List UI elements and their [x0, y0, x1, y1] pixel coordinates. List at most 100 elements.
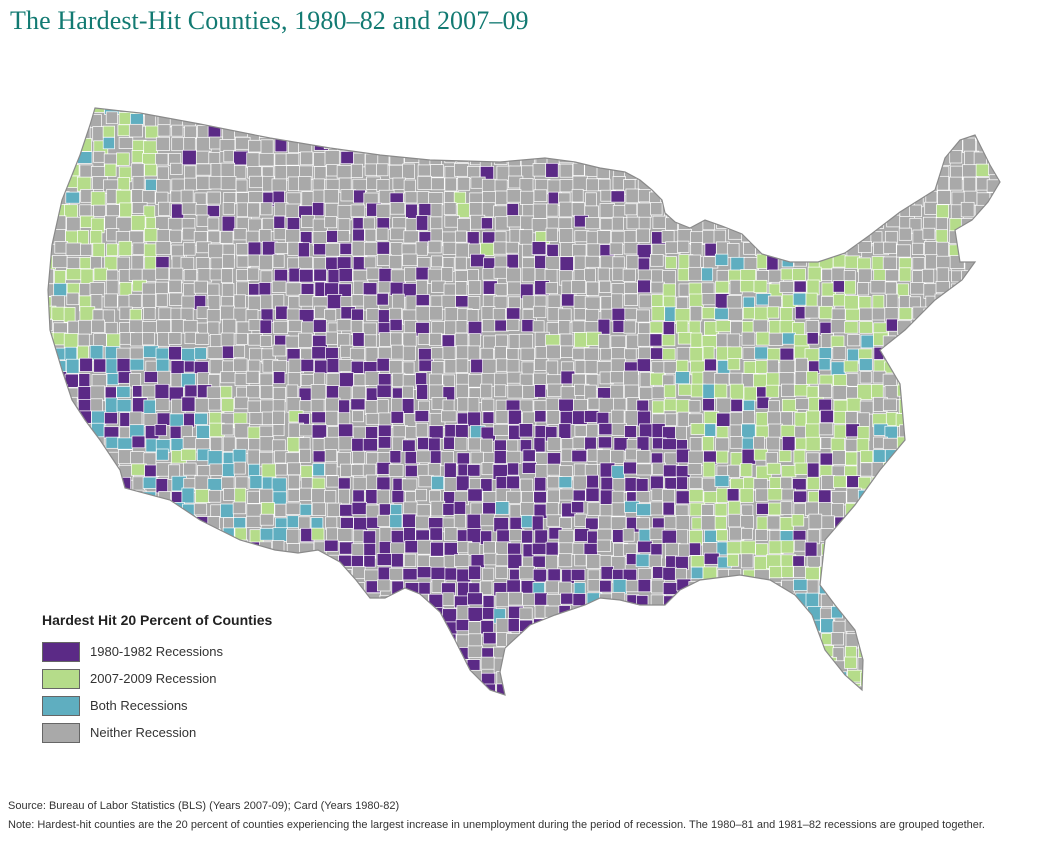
county-cell — [210, 111, 225, 126]
county-cell — [169, 425, 183, 440]
county-cell — [859, 126, 872, 140]
county-cell — [183, 412, 195, 428]
county-cell — [390, 332, 403, 346]
county-cell — [860, 204, 875, 217]
county-cell — [181, 569, 194, 582]
county-cell — [624, 307, 638, 321]
county-cell — [897, 606, 910, 621]
county-cell — [782, 332, 796, 345]
county-cell — [675, 504, 689, 518]
county-cell — [963, 671, 977, 686]
county-cell — [847, 669, 863, 683]
county-cell — [923, 634, 938, 650]
county-cell — [286, 528, 300, 544]
county-cell — [885, 516, 900, 531]
county-cell — [67, 514, 81, 530]
county-cell — [753, 608, 770, 621]
county-cell — [1002, 426, 1016, 438]
county-cell — [271, 280, 287, 293]
county-cell — [129, 503, 144, 517]
county-cell — [418, 474, 434, 488]
county-cell — [247, 108, 261, 116]
county-cell — [793, 578, 808, 591]
county-cell — [883, 657, 898, 674]
county-cell — [637, 540, 653, 553]
county-cell — [571, 501, 585, 514]
county-cell — [117, 177, 130, 191]
county-cell — [678, 108, 691, 112]
county-cell — [376, 357, 390, 372]
county-cell — [285, 153, 300, 166]
county-cell — [924, 580, 938, 594]
county-cell — [755, 529, 768, 541]
county-cell — [676, 476, 688, 490]
county-cell — [714, 179, 730, 195]
county-cell — [665, 114, 680, 129]
county-cell — [834, 111, 849, 126]
county-cell — [285, 594, 298, 608]
county-cell — [793, 243, 808, 256]
county-cell — [584, 139, 601, 152]
county-cell — [388, 254, 403, 270]
county-cell — [716, 108, 730, 111]
county-cell — [324, 108, 338, 115]
county-cell — [662, 671, 676, 686]
county-cell — [48, 215, 54, 229]
county-cell — [625, 188, 640, 204]
county-cell — [401, 478, 418, 492]
county-cell — [769, 162, 785, 177]
county-cell — [48, 490, 53, 506]
county-cell — [846, 229, 861, 246]
county-cell — [467, 320, 483, 336]
county-cell — [886, 163, 899, 178]
county-cell — [183, 137, 196, 152]
county-cell — [507, 462, 520, 476]
county-cell — [118, 137, 134, 149]
county-cell — [272, 344, 287, 357]
county-cell — [821, 656, 837, 669]
county-cell — [651, 306, 665, 321]
county-cell — [222, 436, 236, 452]
county-cell — [558, 542, 575, 555]
county-cell — [90, 108, 105, 113]
county-cell — [859, 358, 873, 371]
county-cell — [700, 581, 717, 597]
county-cell — [637, 279, 651, 294]
county-cell — [858, 268, 872, 284]
county-cell — [626, 150, 642, 165]
county-cell — [286, 657, 301, 670]
county-cell — [689, 632, 704, 646]
county-cell — [247, 295, 262, 311]
county-cell — [936, 204, 949, 219]
county-cell — [248, 438, 261, 452]
county-cell — [404, 594, 420, 609]
county-cell — [559, 228, 574, 244]
county-cell — [974, 280, 991, 295]
county-cell — [376, 292, 389, 306]
county-cell — [327, 670, 340, 686]
county-cell — [766, 227, 782, 243]
county-cell — [662, 582, 678, 595]
county-cell — [962, 528, 976, 542]
county-cell — [599, 280, 612, 293]
county-cell — [1004, 360, 1019, 371]
county-cell — [314, 359, 329, 374]
county-cell — [586, 243, 601, 259]
county-cell — [340, 151, 354, 165]
county-cell — [417, 699, 431, 713]
county-cell — [898, 108, 914, 114]
county-cell — [507, 137, 523, 154]
county-cell — [596, 528, 613, 541]
county-cell — [520, 671, 534, 687]
county-cell — [48, 240, 52, 254]
county-cell — [974, 516, 989, 531]
county-cell — [102, 465, 116, 481]
county-cell — [572, 138, 586, 152]
county-cell — [93, 566, 108, 582]
county-cell — [286, 515, 300, 528]
county-cell — [405, 684, 419, 695]
county-cell — [364, 163, 378, 176]
county-cell — [883, 127, 900, 143]
county-cell — [610, 686, 625, 695]
county-cell — [129, 411, 143, 426]
